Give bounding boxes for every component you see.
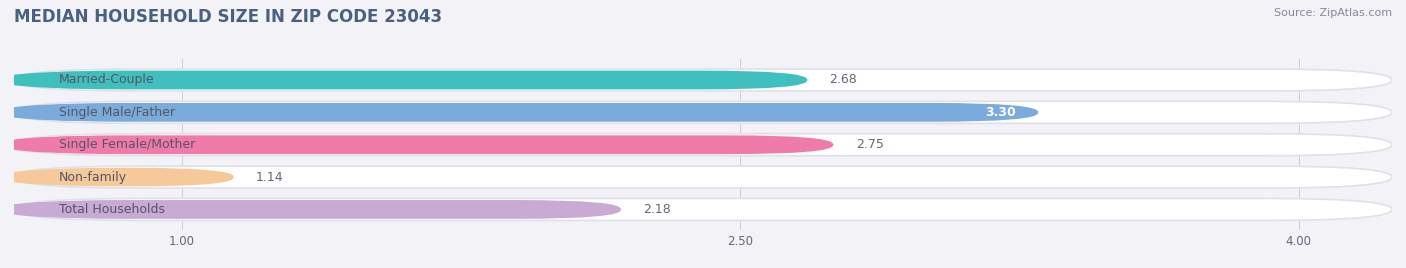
Text: Source: ZipAtlas.com: Source: ZipAtlas.com (1274, 8, 1392, 18)
FancyBboxPatch shape (14, 69, 1392, 91)
Text: Non-family: Non-family (59, 171, 127, 184)
Text: MEDIAN HOUSEHOLD SIZE IN ZIP CODE 23043: MEDIAN HOUSEHOLD SIZE IN ZIP CODE 23043 (14, 8, 441, 26)
Text: Married-Couple: Married-Couple (59, 73, 155, 87)
Text: Single Female/Mother: Single Female/Mother (59, 138, 195, 151)
FancyBboxPatch shape (20, 200, 621, 219)
FancyBboxPatch shape (20, 103, 1038, 122)
Text: 2.18: 2.18 (644, 203, 671, 216)
Circle shape (0, 72, 181, 88)
Text: 1.14: 1.14 (256, 171, 284, 184)
FancyBboxPatch shape (14, 198, 1392, 221)
Circle shape (0, 202, 181, 217)
Text: 3.30: 3.30 (986, 106, 1015, 119)
Text: 2.75: 2.75 (856, 138, 883, 151)
FancyBboxPatch shape (20, 135, 834, 154)
Text: Single Male/Father: Single Male/Father (59, 106, 174, 119)
FancyBboxPatch shape (14, 134, 1392, 156)
Text: 2.68: 2.68 (830, 73, 858, 87)
FancyBboxPatch shape (20, 70, 807, 90)
Circle shape (0, 137, 181, 153)
FancyBboxPatch shape (14, 166, 1392, 188)
FancyBboxPatch shape (20, 168, 233, 187)
Circle shape (0, 169, 181, 185)
Text: Total Households: Total Households (59, 203, 165, 216)
FancyBboxPatch shape (14, 101, 1392, 123)
Circle shape (0, 104, 181, 120)
